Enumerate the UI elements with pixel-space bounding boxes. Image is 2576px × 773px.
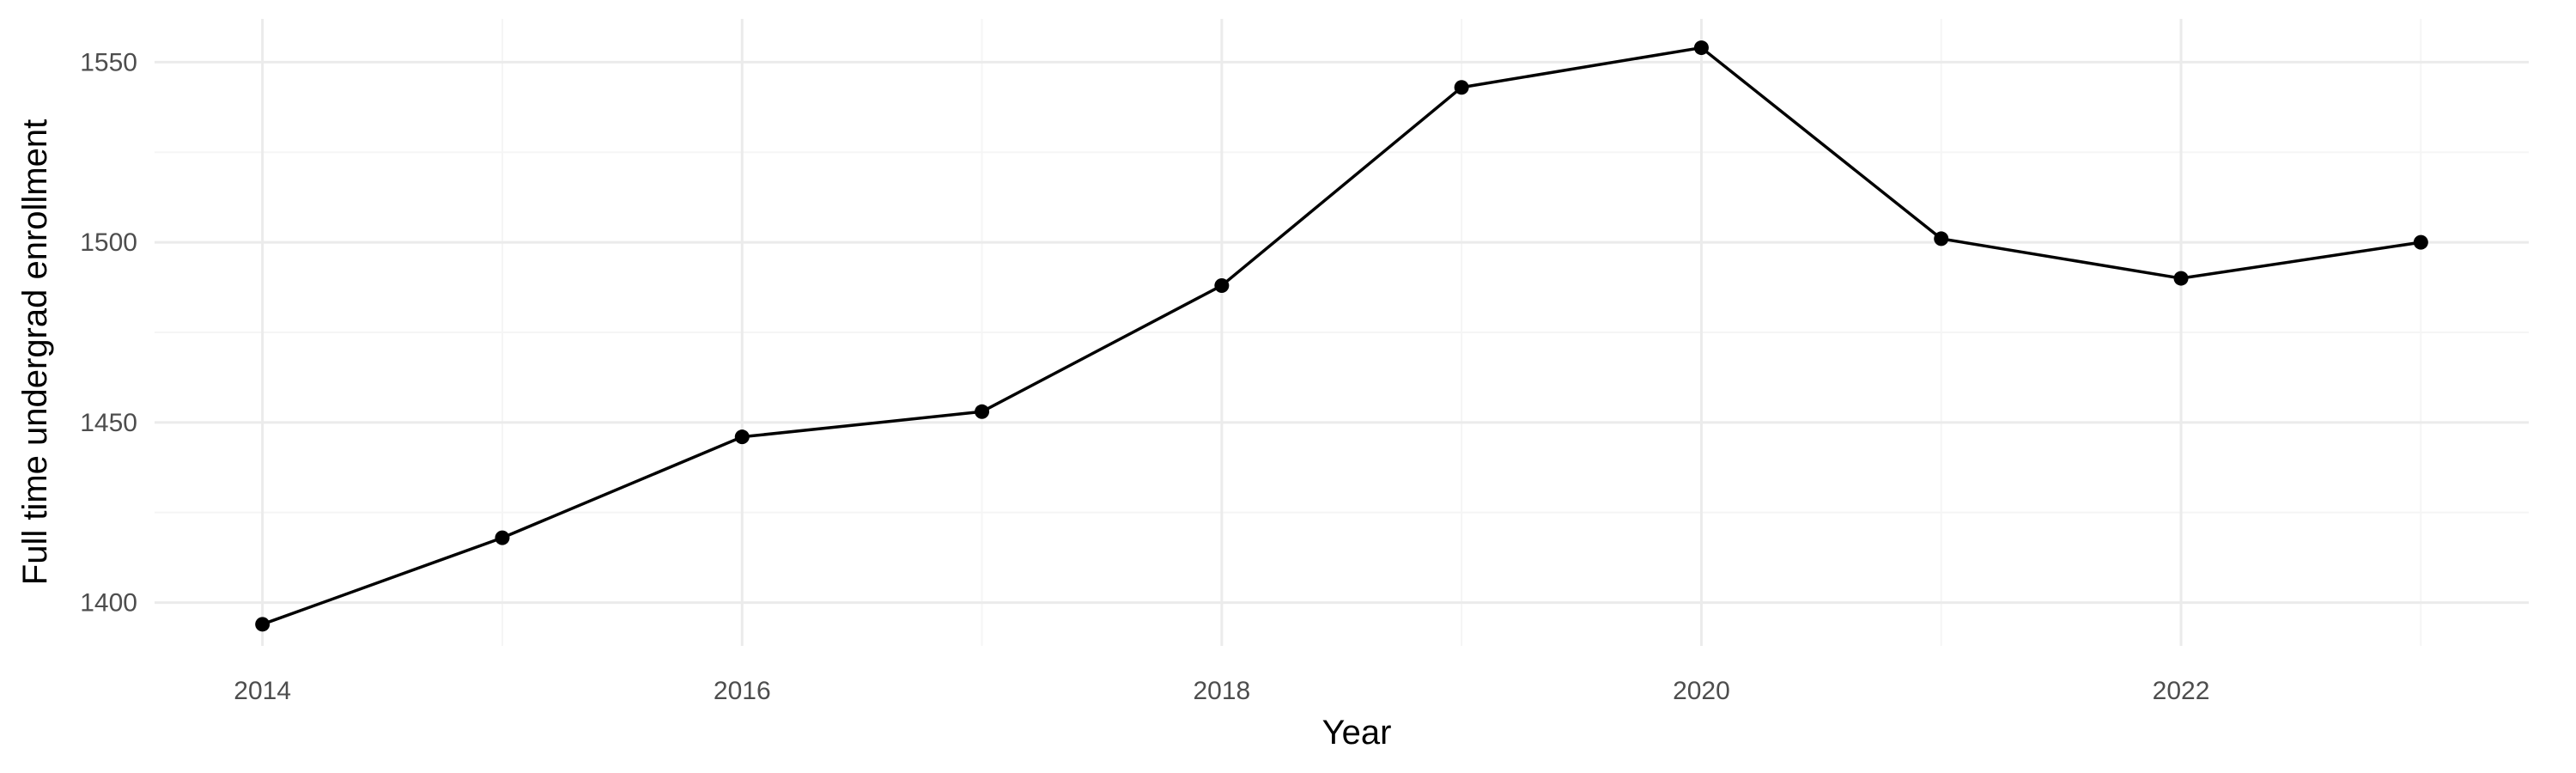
data-point [2413, 234, 2428, 250]
x-axis-ticks: 2014 2016 2018 2020 2022 [234, 677, 2209, 705]
minor-gridlines [155, 19, 2529, 646]
x-tick-label: 2020 [1673, 677, 1730, 705]
x-tick-label: 2016 [714, 677, 771, 705]
x-tick-label: 2018 [1193, 677, 1250, 705]
data-point [255, 617, 270, 632]
data-point [1693, 40, 1709, 56]
y-tick-label: 1400 [80, 589, 137, 618]
x-axis-title: Year [1322, 714, 1392, 752]
data-point [975, 404, 990, 419]
major-gridlines [155, 19, 2529, 646]
y-axis-title: Full time undergrad enrollment [16, 119, 54, 585]
y-axis-ticks: 1400 1450 1500 1550 [80, 48, 137, 617]
data-point [1214, 277, 1230, 293]
y-tick-label: 1450 [80, 409, 137, 437]
data-point [734, 429, 750, 445]
y-tick-label: 1550 [80, 48, 137, 76]
data-point [2173, 271, 2189, 286]
data-point [495, 530, 510, 545]
series-line [262, 46, 2421, 626]
data-point [1934, 231, 1949, 247]
x-tick-label: 2022 [2153, 677, 2210, 705]
data-point [1454, 80, 1469, 95]
series-layer [255, 40, 2428, 632]
y-tick-label: 1500 [80, 228, 137, 257]
x-tick-label: 2014 [234, 677, 291, 705]
